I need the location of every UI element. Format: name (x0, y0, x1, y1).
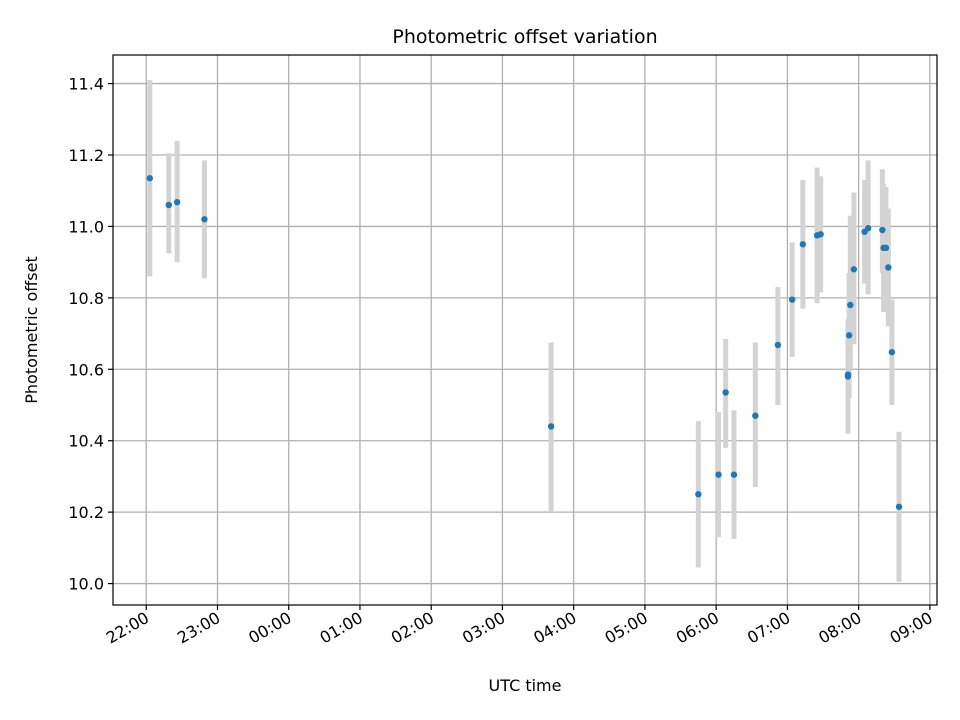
y-tick-label: 11.0 (68, 217, 104, 236)
grid (113, 55, 937, 605)
data-point (882, 244, 890, 252)
data-point (847, 301, 854, 309)
data-point (788, 296, 796, 303)
y-tick-label: 10.0 (68, 575, 104, 594)
data-point (844, 371, 852, 378)
data-point (864, 225, 872, 232)
y-tick-label: 11.2 (68, 146, 104, 165)
data-points (146, 175, 903, 510)
chart-title: Photometric offset variation (392, 26, 657, 48)
data-point (850, 266, 858, 273)
data-point (888, 348, 896, 356)
data-point (722, 389, 729, 396)
data-point (695, 491, 702, 498)
y-tick-label: 10.2 (68, 503, 104, 522)
y-tick-label: 10.4 (68, 432, 104, 451)
data-point (845, 332, 853, 339)
y-tick-label: 10.8 (68, 289, 104, 308)
data-point (173, 198, 181, 206)
data-point (817, 231, 824, 238)
data-point (885, 264, 892, 271)
data-point (799, 241, 807, 248)
data-point (752, 412, 759, 419)
data-point (146, 175, 154, 182)
data-point (201, 216, 208, 223)
data-point (774, 341, 782, 349)
y-tick-label: 11.4 (68, 75, 104, 94)
data-point (895, 503, 903, 510)
data-point (547, 423, 555, 430)
data-point (879, 226, 886, 234)
x-axis-title: UTC time (489, 676, 562, 695)
plot-frame (112, 54, 938, 606)
data-point (165, 201, 173, 209)
data-point (730, 471, 738, 478)
y-tick-label: 10.6 (68, 360, 104, 379)
y-axis-title: Photometric offset (22, 256, 41, 404)
data-point (715, 471, 722, 478)
